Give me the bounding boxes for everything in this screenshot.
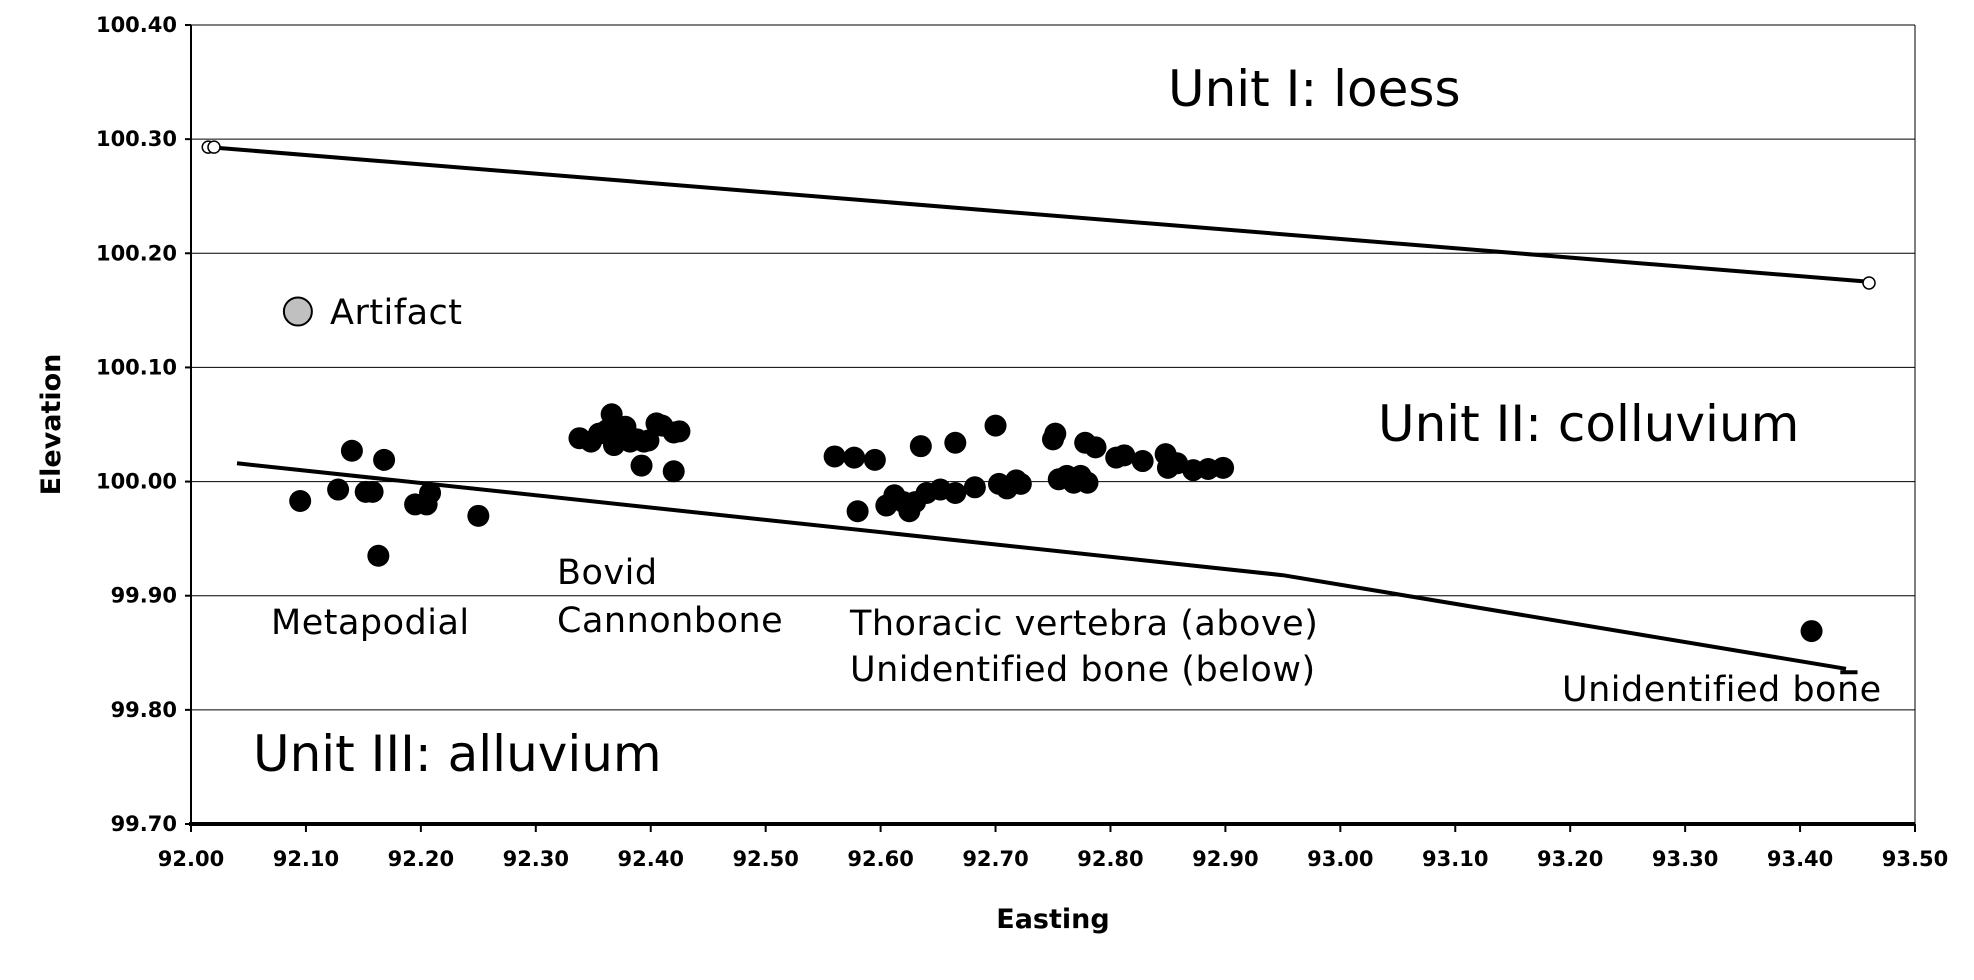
bovid-label-line2: Cannonbone xyxy=(557,601,783,641)
metapodial-label: Metapodial xyxy=(271,603,470,643)
bone-point xyxy=(909,435,932,458)
y-tick-label: 99.80 xyxy=(111,698,177,722)
y-axis-title: Elevation xyxy=(36,354,67,496)
bone-point xyxy=(662,460,685,483)
bone-point xyxy=(944,481,967,504)
bone-point xyxy=(1076,471,1099,494)
bovid-label-line1: Bovid xyxy=(557,553,658,593)
bone-point xyxy=(367,544,390,567)
bone-point xyxy=(846,500,869,523)
x-axis-title: Easting xyxy=(996,904,1109,935)
bone-point xyxy=(984,414,1007,437)
x-tick-label: 92.20 xyxy=(388,847,454,871)
bone-point xyxy=(340,439,363,462)
x-tick-label: 93.20 xyxy=(1537,847,1603,871)
bone-point xyxy=(843,446,866,469)
y-tick-label: 100.00 xyxy=(96,470,177,494)
bone-point xyxy=(630,454,653,477)
x-tick-label: 92.70 xyxy=(962,847,1028,871)
y-tick-label: 100.40 xyxy=(96,13,177,37)
x-tick-label: 92.30 xyxy=(503,847,569,871)
boundary-endpoint-marker xyxy=(207,140,221,154)
bone-point xyxy=(361,480,384,503)
x-tick-label: 92.40 xyxy=(618,847,684,871)
bone-point xyxy=(1084,436,1107,459)
x-tick-label: 92.00 xyxy=(158,847,224,871)
bone-point xyxy=(823,445,846,468)
x-tick-label: 92.80 xyxy=(1077,847,1143,871)
bone-point xyxy=(1009,472,1032,495)
x-tick-label: 92.10 xyxy=(273,847,339,871)
bone-point xyxy=(1044,422,1067,445)
bone-point xyxy=(668,420,691,443)
bone-point xyxy=(944,431,967,454)
y-tick-label: 99.70 xyxy=(111,812,177,836)
boundary-endpoint-marker xyxy=(1862,276,1876,290)
bone-point xyxy=(327,478,350,501)
y-tick-label: 100.20 xyxy=(96,241,177,265)
boundary-line xyxy=(208,145,1870,284)
unidentified-bone-label: Unidentified bone xyxy=(1562,670,1882,710)
x-tick-label: 93.00 xyxy=(1307,847,1373,871)
y-tick-label: 100.10 xyxy=(96,355,177,379)
thoracic-label-line1: Thoracic vertebra (above) xyxy=(849,604,1318,644)
bone-point xyxy=(1113,444,1136,467)
x-tick-label: 93.30 xyxy=(1652,847,1718,871)
thoracic-label-line2: Unidentified bone (below) xyxy=(850,650,1316,690)
x-tick-label: 92.60 xyxy=(847,847,913,871)
bone-point xyxy=(373,448,396,471)
y-tick-labels: 100.40 100.30 100.20 100.10 100.00 99.90 99.80… xyxy=(96,13,177,836)
bone-point xyxy=(1131,450,1154,473)
bone-point xyxy=(863,448,886,471)
axes xyxy=(185,24,1916,832)
boundary-line xyxy=(236,461,1847,671)
y-tick-label: 99.90 xyxy=(111,584,177,608)
bone-point xyxy=(1800,620,1823,643)
artifact-legend-label: Artifact xyxy=(330,293,463,333)
x-tick-label: 93.40 xyxy=(1767,847,1833,871)
x-tick-label: 92.90 xyxy=(1192,847,1258,871)
y-tick-label: 100.30 xyxy=(96,127,177,151)
boundary-lines xyxy=(201,140,1876,675)
bone-point xyxy=(1212,456,1235,479)
bone-point xyxy=(963,476,986,499)
unit-iii-label: Unit III: alluvium xyxy=(253,725,662,783)
unit-i-label: Unit I: loess xyxy=(1168,60,1461,118)
bone-point xyxy=(289,489,312,512)
bone-point xyxy=(467,504,490,527)
x-tick-label: 92.50 xyxy=(732,847,798,871)
data-points xyxy=(282,296,1823,643)
bone-point xyxy=(637,429,660,452)
unit-ii-label: Unit II: colluvium xyxy=(1378,395,1799,453)
bone-point xyxy=(419,481,442,504)
x-tick-labels: 92.00 92.10 92.20 92.30 92.40 92.50 92.60 92.70… xyxy=(158,847,1948,871)
artifact-point xyxy=(282,296,313,327)
x-tick-label: 93.10 xyxy=(1422,847,1488,871)
x-tick-label: 93.50 xyxy=(1882,847,1948,871)
